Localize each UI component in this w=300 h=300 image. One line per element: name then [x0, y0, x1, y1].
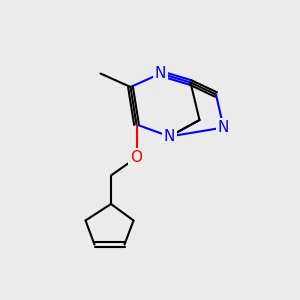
Text: O: O [130, 150, 142, 165]
Text: N: N [155, 66, 166, 81]
Text: N: N [218, 120, 229, 135]
Text: N: N [164, 129, 175, 144]
